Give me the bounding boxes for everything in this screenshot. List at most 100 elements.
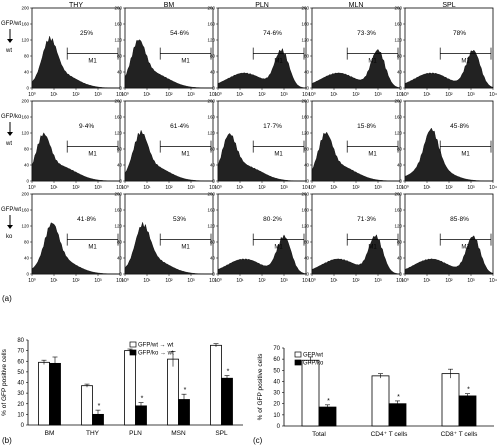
histogram-curve bbox=[311, 49, 401, 89]
y-tick-label: 40 bbox=[210, 70, 216, 75]
y-tick-label: 0 bbox=[21, 423, 25, 429]
significance-marker: * bbox=[98, 403, 101, 410]
y-tick-label: 80 bbox=[24, 240, 30, 245]
histogram-curve bbox=[311, 131, 400, 182]
bar bbox=[49, 362, 61, 426]
y-tick-label: 160 bbox=[394, 208, 402, 213]
y-tick-label: 0 bbox=[26, 179, 29, 184]
x-tick-label: 10² bbox=[165, 278, 173, 284]
gate-label: M1 bbox=[461, 59, 470, 65]
row-label-donor: GFP/wt bbox=[1, 21, 21, 27]
x-tick-label: 10² bbox=[258, 92, 266, 98]
y-tick-label: 160 bbox=[394, 22, 402, 27]
gate-percentage: 80·2% bbox=[263, 216, 282, 223]
y-tick-label: 60 bbox=[17, 359, 24, 365]
histogram-curve bbox=[217, 133, 306, 182]
x-tick-label: 10⁰ bbox=[401, 185, 409, 191]
histogram-curve bbox=[404, 235, 494, 275]
tissue-header: BM bbox=[164, 2, 175, 9]
bar bbox=[388, 403, 407, 427]
y-tick-label: 160 bbox=[301, 22, 309, 27]
significance-marker: * bbox=[184, 387, 187, 394]
x-tick-label: 10¹ bbox=[236, 92, 244, 98]
x-tick-label: 10³ bbox=[280, 185, 288, 191]
x-tick-label: 10⁴ bbox=[116, 278, 124, 284]
y-tick-label: 0 bbox=[212, 272, 215, 277]
legend-swatch bbox=[294, 351, 302, 358]
y-tick-label: 0 bbox=[119, 86, 122, 91]
y-axis-label: % of GFP positive cells bbox=[1, 348, 8, 415]
x-tick-label: 10³ bbox=[280, 92, 288, 98]
y-tick-label: 160 bbox=[21, 208, 29, 213]
y-tick-label: 200 bbox=[21, 6, 29, 11]
x-tick-label: 10³ bbox=[187, 92, 195, 98]
legend-entry: GFP/ko bbox=[303, 361, 324, 367]
legend-swatch bbox=[129, 341, 137, 348]
y-tick-label: 80 bbox=[397, 147, 403, 152]
y-tick-label: 200 bbox=[114, 99, 122, 104]
legend-entry: GFP/wt bbox=[303, 353, 323, 359]
x-tick-label: 10¹ bbox=[330, 92, 338, 98]
x-tick-label: 10⁰ bbox=[121, 185, 129, 191]
x-tick-label: 10⁴ bbox=[489, 92, 497, 98]
x-tick-label: 10¹ bbox=[143, 92, 151, 98]
gate-percentage: 71·3% bbox=[357, 216, 376, 223]
y-tick-label: 40 bbox=[24, 256, 30, 261]
y-tick-label: 80 bbox=[117, 54, 123, 59]
x-tick-label: 10⁰ bbox=[214, 185, 222, 191]
y-tick-label: 160 bbox=[207, 115, 215, 120]
y-tick-label: 160 bbox=[21, 22, 29, 27]
y-tick-label: 120 bbox=[207, 131, 215, 136]
x-tick-label: 10¹ bbox=[330, 278, 338, 284]
category-label: THY bbox=[86, 430, 100, 437]
y-axis-label: % of GFP positive cells bbox=[257, 353, 264, 420]
x-tick-label: 10³ bbox=[94, 92, 102, 98]
category-label: CD4⁺ T cells bbox=[371, 431, 409, 438]
gate-label: M1 bbox=[181, 59, 190, 65]
y-tick-label: 0 bbox=[399, 272, 402, 277]
tissue-header: MLN bbox=[349, 2, 364, 9]
tissue-header: SPL bbox=[442, 2, 455, 9]
y-tick-label: 80 bbox=[210, 240, 216, 245]
histogram-curve bbox=[31, 222, 120, 275]
category-label: CD8⁺ T cells bbox=[441, 431, 479, 438]
x-tick-label: 10⁴ bbox=[116, 92, 124, 98]
x-tick-label: 10⁰ bbox=[214, 92, 222, 98]
histogram-frame bbox=[217, 7, 307, 89]
panel-label-b: (b) bbox=[2, 436, 12, 445]
y-tick-label: 120 bbox=[301, 224, 309, 229]
y-tick-label: 40 bbox=[397, 256, 403, 261]
gate-label: M1 bbox=[274, 59, 283, 65]
gate-label: M1 bbox=[88, 245, 97, 251]
gate-label: M1 bbox=[88, 152, 97, 158]
x-tick-label: 10¹ bbox=[423, 278, 431, 284]
y-tick-label: 160 bbox=[114, 115, 122, 120]
x-tick-label: 10³ bbox=[467, 92, 475, 98]
y-tick-label: 80 bbox=[304, 240, 310, 245]
gate-label: M1 bbox=[461, 245, 470, 251]
category-label: PLN bbox=[129, 430, 142, 437]
tissue-bar-chart: 0 10 20 30 40 50 60 70 80 % of GFP positive cells… bbox=[1, 338, 243, 437]
y-tick-label: 0 bbox=[119, 272, 122, 277]
y-tick-label: 120 bbox=[394, 131, 402, 136]
x-tick-label: 10¹ bbox=[423, 185, 431, 191]
row-label-recipient: wt bbox=[5, 141, 12, 147]
histogram-curve bbox=[404, 127, 493, 182]
y-tick-label: 80 bbox=[17, 338, 24, 344]
y-tick-label: 0 bbox=[212, 86, 215, 91]
y-tick-label: 120 bbox=[21, 38, 29, 43]
y-tick-label: 200 bbox=[207, 192, 215, 197]
x-tick-label: 10⁴ bbox=[116, 185, 124, 191]
row-label-recipient: wt bbox=[5, 48, 12, 54]
y-tick-label: 200 bbox=[207, 99, 215, 104]
category-label: MSN bbox=[171, 430, 186, 437]
y-tick-label: 0 bbox=[306, 272, 309, 277]
arrow-down-icon bbox=[7, 39, 13, 43]
bar bbox=[371, 375, 390, 427]
bar bbox=[221, 377, 233, 426]
y-tick-label: 0 bbox=[306, 179, 309, 184]
x-tick-label: 10² bbox=[352, 92, 360, 98]
x-tick-label: 10⁴ bbox=[209, 278, 217, 284]
panel-label-c: (c) bbox=[253, 436, 263, 445]
